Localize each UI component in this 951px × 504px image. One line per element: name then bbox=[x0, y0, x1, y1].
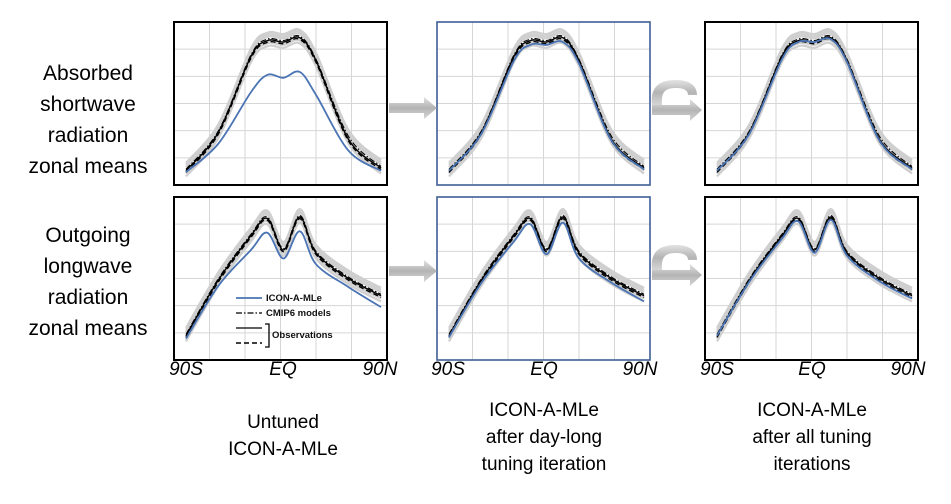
icon-a-mle-line bbox=[716, 219, 913, 337]
cmip6-spread-line bbox=[716, 28, 913, 164]
legend-icon-label: ICON-A-MLe bbox=[266, 293, 322, 304]
x-ticks-col2: 90S EQ 90N bbox=[700, 359, 926, 380]
cmip6-spread-line bbox=[448, 208, 645, 329]
arrow-right-icon bbox=[389, 260, 437, 282]
chart-panel-r1-c1 bbox=[436, 196, 651, 361]
x-ticks-col1: 90S EQ 90N bbox=[431, 359, 658, 380]
row-label-line: radiation bbox=[48, 286, 129, 309]
x-tick-label: 90N bbox=[891, 359, 926, 380]
panel-frame bbox=[436, 196, 651, 361]
cmip6-spread-line bbox=[448, 210, 645, 331]
row-label-line: radiation bbox=[48, 124, 129, 147]
cmip6-spread-line bbox=[448, 41, 645, 178]
cmip6-spread-line bbox=[185, 208, 382, 329]
arrow-right-icon bbox=[389, 97, 437, 119]
icon-a-mle-line bbox=[185, 70, 382, 173]
row-label-line: zonal means bbox=[28, 155, 147, 178]
row-label-line: Absorbed bbox=[43, 62, 133, 85]
legend-cmip6-label: CMIP6 models bbox=[266, 308, 331, 319]
cmip6-spread-line bbox=[448, 28, 645, 164]
chart-panel-r1-c0 bbox=[173, 196, 388, 361]
x-tick-label: EQ bbox=[269, 359, 297, 380]
x-tick-label: EQ bbox=[530, 359, 558, 380]
observations-solid-line bbox=[716, 216, 913, 337]
panel-frame bbox=[436, 21, 651, 186]
column-label-line: iterations bbox=[773, 454, 850, 475]
chart-panel-r1-c2 bbox=[704, 196, 919, 361]
x-tick-label: 90S bbox=[169, 359, 203, 380]
column-label-line: ICON-A-MLe bbox=[757, 400, 867, 421]
chart-panel-r0-c0 bbox=[173, 21, 388, 186]
icon-a-mle-line bbox=[448, 221, 645, 338]
panel-frame bbox=[704, 21, 919, 186]
observations-dashed-line bbox=[448, 218, 645, 338]
row-label-line: longwave bbox=[44, 255, 133, 278]
cmip6-spread-line bbox=[448, 221, 645, 342]
x-tick-label: EQ bbox=[798, 359, 826, 380]
cmip6-spread-line bbox=[185, 210, 382, 331]
cmip6-line bbox=[448, 215, 645, 335]
cmip6-spread-line bbox=[185, 41, 382, 178]
cmip6-line bbox=[716, 215, 913, 335]
icon-a-mle-line bbox=[448, 40, 645, 172]
x-tick-label: 90S bbox=[431, 359, 465, 380]
cmip6-spread-line bbox=[185, 212, 382, 333]
chart-panel-r0-c2 bbox=[704, 21, 919, 186]
x-tick-label: 90N bbox=[623, 359, 658, 380]
row-label-line: zonal means bbox=[28, 317, 147, 340]
x-ticks-col0: 90S EQ 90N bbox=[169, 359, 398, 380]
observations-solid-line bbox=[185, 216, 382, 337]
panel-frame bbox=[704, 196, 919, 361]
x-tick-label: 90S bbox=[700, 359, 734, 380]
cmip6-spread-line bbox=[185, 28, 382, 164]
cmip6-spread-line bbox=[716, 212, 913, 333]
icon-a-mle-line bbox=[716, 37, 913, 172]
column-label-all-iterations: ICON-A-MLe after all tuning iterations bbox=[752, 400, 871, 475]
panel-frame bbox=[173, 196, 388, 361]
legend-obs-label: Observations bbox=[272, 330, 333, 341]
legend-bracket bbox=[265, 323, 270, 348]
chart-panel-r0-c1 bbox=[436, 21, 651, 186]
panels bbox=[173, 21, 919, 361]
cmip6-line bbox=[185, 35, 382, 170]
cycle-arrow-icon bbox=[651, 245, 702, 286]
observations-dashed-line bbox=[185, 218, 382, 338]
column-label-line: after day-long bbox=[486, 427, 602, 448]
row-label-longwave: Outgoing longwave radiation zonal means bbox=[28, 224, 147, 340]
panel-frame bbox=[173, 21, 388, 186]
column-label-untuned: Untuned ICON-A-MLe bbox=[228, 412, 338, 460]
column-label-line: Untuned bbox=[247, 412, 319, 433]
x-tick-label: 90N bbox=[363, 359, 398, 380]
cmip6-line bbox=[716, 35, 913, 170]
column-label-line: ICON-A-MLe bbox=[489, 400, 599, 421]
column-label-line: ICON-A-MLe bbox=[228, 439, 338, 460]
cmip6-spread-line bbox=[716, 41, 913, 178]
row-label-line: shortwave bbox=[40, 93, 136, 116]
observations-dashed-line bbox=[185, 37, 382, 173]
row-label-shortwave: Absorbed shortwave radiation zonal means bbox=[28, 62, 147, 178]
cmip6-spread-line bbox=[185, 221, 382, 342]
legend: ICON-A-MLe CMIP6 models Observations bbox=[236, 293, 333, 348]
cmip6-line bbox=[448, 35, 645, 170]
cmip6-spread-line bbox=[716, 210, 913, 331]
observations-solid-line bbox=[448, 216, 645, 337]
cycle-arrow-icon bbox=[651, 80, 702, 121]
row-label-line: Outgoing bbox=[45, 224, 130, 247]
column-label-day-long: ICON-A-MLe after day-long tuning iterati… bbox=[482, 400, 607, 475]
cmip6-spread-line bbox=[716, 208, 913, 329]
column-label-line: tuning iteration bbox=[482, 454, 607, 475]
cmip6-spread-line bbox=[448, 212, 645, 333]
cmip6-spread-line bbox=[716, 221, 913, 342]
column-label-line: after all tuning bbox=[752, 427, 871, 448]
cmip6-line bbox=[185, 215, 382, 335]
icon-a-mle-line bbox=[185, 230, 382, 340]
